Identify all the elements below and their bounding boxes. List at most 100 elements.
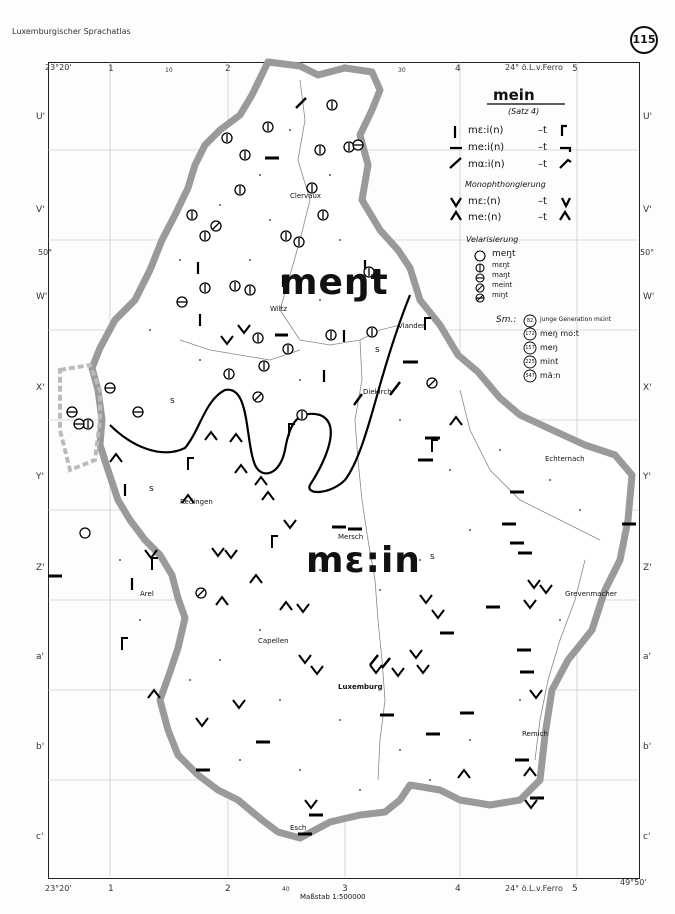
- town-label: Vianden: [398, 322, 427, 330]
- symbols-circle: [82, 99, 378, 430]
- symbols-slash: [295, 97, 401, 669]
- scale-label: Maßstab 1:500000: [300, 893, 366, 901]
- legend-sm-text: meŋ mo:t: [540, 329, 579, 338]
- town-label: Remich: [522, 730, 548, 738]
- legend-sm-text: meŋ: [540, 343, 558, 352]
- row-label-w-right: W': [643, 292, 655, 302]
- town-label: Wiltz: [270, 305, 288, 313]
- legend-sm-text: mä:n: [540, 371, 561, 380]
- row-label-v-right: V': [643, 205, 652, 215]
- row-label-y: Y': [36, 472, 44, 482]
- map-frame: [48, 62, 640, 879]
- mark-s: s: [149, 484, 154, 494]
- row-label-z-right: Z': [643, 563, 652, 573]
- legend-sm-code: 157: [525, 345, 535, 351]
- legend-mono-title: Monophthongierung: [465, 180, 546, 189]
- mark-s: s: [375, 345, 380, 355]
- km-top-30: 30: [398, 67, 406, 74]
- symbols-dash: [48, 156, 636, 836]
- coord-bottom-left: 23°20': [45, 884, 72, 893]
- legend-title: mein: [493, 86, 535, 104]
- row-label-z: Z': [36, 563, 45, 573]
- col-label-2-bottom: 2: [225, 884, 231, 894]
- location-dots: [119, 129, 581, 791]
- legend-t: –t: [538, 142, 547, 153]
- km-top-10: 10: [165, 67, 173, 74]
- symbols-v: [144, 324, 553, 810]
- legend-vel-item: maŋt: [492, 271, 511, 279]
- row-label-y-right: Y': [643, 472, 651, 482]
- legend-sm-text: junge Generation mɛint: [540, 316, 611, 323]
- region-label-south: mɛ:in: [306, 540, 421, 581]
- legend-t: –t: [538, 212, 547, 223]
- region-label-north: meŋt: [280, 262, 389, 303]
- town-label: Diekirch: [363, 388, 392, 396]
- legend-sm-circles: [523, 314, 537, 383]
- symbols-lambda: [109, 415, 537, 779]
- legend-form: mɛ:(n): [468, 196, 501, 207]
- sheet-number-badge: 115: [630, 26, 658, 54]
- row-label-x-right: X': [643, 383, 652, 393]
- town-label: Redingen: [180, 498, 213, 506]
- legend-sm-code: 225: [525, 359, 535, 365]
- col-label-4: 4: [455, 64, 461, 74]
- town-label: Mersch: [338, 533, 364, 541]
- lat-bottom: 49°50': [620, 878, 647, 887]
- legend-sm-code: 347: [525, 373, 535, 379]
- legend-subtitle: (Satz 4): [508, 107, 540, 116]
- legend-sm-text: mint: [540, 357, 559, 366]
- col-label-5-bottom: 5: [572, 884, 578, 894]
- legend-vel-item: meint: [492, 281, 513, 289]
- mark-s: s: [170, 396, 175, 406]
- legend-sm-code: 82: [526, 318, 534, 324]
- legend-sm-code: 172: [525, 331, 535, 337]
- town-label: Luxemburg: [338, 683, 383, 691]
- row-label-u-right: U': [643, 112, 653, 122]
- col-label-1: 1: [108, 64, 114, 74]
- legend-form: me:(n): [468, 212, 502, 223]
- legend-form: mɛ:i(n): [468, 125, 504, 136]
- town-label: Esch: [290, 824, 307, 832]
- mark-s: s: [430, 552, 435, 562]
- legend-t: –t: [538, 125, 547, 136]
- lat-left: 50°: [38, 248, 53, 257]
- row-label-x: X': [36, 383, 45, 393]
- legend-sm-label: Sm.:: [496, 315, 517, 325]
- legend-symbols: [449, 124, 572, 221]
- col-label-3-bottom: 3: [342, 884, 348, 894]
- row-label-c: c': [36, 832, 44, 842]
- town-label: Echternach: [545, 455, 585, 463]
- atlas-title: Luxemburgischer Sprachatlas: [12, 27, 131, 36]
- coord-top-right: 24° ö.L.v.Ferro: [505, 63, 563, 72]
- row-label-c-right: c': [643, 832, 651, 842]
- coord-bottom-right: 24° ö.L.v.Ferro: [505, 884, 563, 893]
- symbols-circle-slash: [79, 220, 438, 599]
- legend-vel-title: Velarisierung: [466, 235, 519, 244]
- legend-vel-item: meŋt: [492, 249, 516, 259]
- km-bottom-40: 40: [282, 886, 290, 893]
- row-label-b: b': [36, 742, 45, 752]
- town-label: Clervaux: [290, 192, 322, 200]
- row-label-w: W': [36, 292, 48, 302]
- legend-vel-symbols: [474, 250, 486, 303]
- legend-t: –t: [538, 159, 547, 170]
- row-label-b-right: b': [643, 742, 652, 752]
- town-label: Grevenmacher: [565, 590, 617, 598]
- legend-vel-item: mɛŋt: [492, 261, 510, 269]
- rivers: [179, 79, 601, 781]
- col-label-5: 5: [572, 64, 578, 74]
- col-label-4-bottom: 4: [455, 884, 461, 894]
- col-label-1-bottom: 1: [108, 884, 114, 894]
- row-label-a-right: a': [643, 652, 651, 662]
- symbols-flag: [121, 317, 438, 650]
- legend-form: me:i(n): [468, 142, 505, 153]
- lat-right: 50°: [640, 248, 655, 257]
- legend-t: –t: [538, 196, 547, 207]
- legend-vel-item: miŋt: [492, 291, 508, 299]
- legend-form: mα:i(n): [468, 159, 505, 170]
- row-label-a: a': [36, 652, 44, 662]
- town-label: Arel: [140, 590, 154, 598]
- symbols-circle-bar: [66, 139, 364, 430]
- town-label: Capellen: [258, 637, 289, 645]
